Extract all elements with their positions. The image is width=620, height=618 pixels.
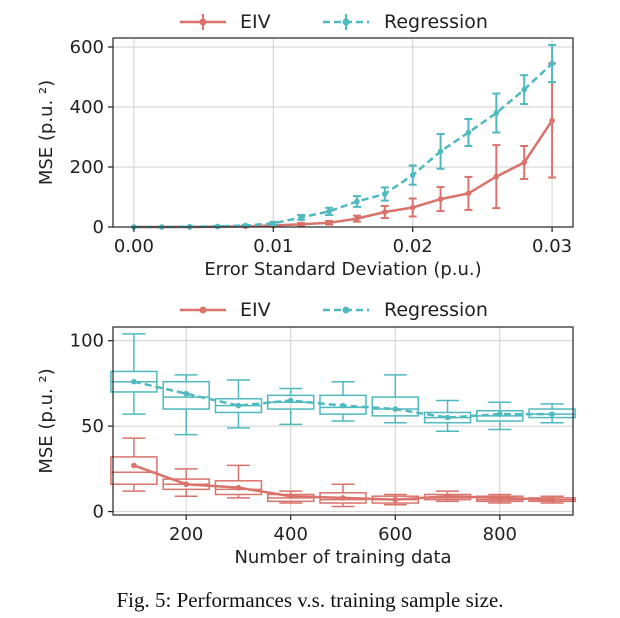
data-point — [298, 214, 304, 221]
data-point — [214, 223, 221, 230]
legend: EIV Regression — [180, 299, 488, 321]
x-tick-label: 0.00 — [114, 236, 154, 257]
series-regression — [131, 43, 557, 230]
data-point — [354, 215, 360, 222]
axes-frame — [112, 326, 574, 516]
chart-training-size: EIV Regression 200 400 600 800 0 50 100 Number… — [36, 299, 576, 568]
data-point — [521, 86, 528, 93]
box-iqr — [319, 394, 367, 415]
data-point — [409, 172, 416, 178]
plot-area — [131, 43, 557, 230]
x-tick-label: 0.02 — [393, 236, 433, 257]
y-tick-label: 0 — [93, 502, 104, 523]
data-point — [382, 191, 388, 197]
mean-point — [287, 397, 294, 404]
mean-point — [444, 414, 451, 421]
series-line — [133, 62, 553, 229]
mean-point — [183, 481, 189, 488]
y-axis-label: MSE (p.u. ²) — [36, 368, 57, 473]
mean-point — [444, 493, 451, 500]
box — [162, 374, 210, 436]
data-point — [493, 110, 500, 116]
legend-entry-regression: Regression — [323, 299, 488, 321]
box — [110, 333, 158, 415]
x-tick-label: 0.03 — [532, 236, 572, 257]
box-iqr — [214, 480, 263, 496]
mean-point — [287, 493, 294, 500]
mean-point — [392, 406, 399, 412]
y-tick-label: 100 — [70, 331, 104, 352]
mean-point — [392, 496, 399, 503]
data-point — [465, 190, 472, 197]
x-tick-label: 400 — [274, 524, 308, 545]
x-tick-label: 800 — [483, 524, 517, 545]
mean-point — [131, 378, 137, 385]
chart-error-std: EIV Regression 0.00 0.01 0.02 0.03 0 200 400 60… — [36, 11, 574, 280]
series-line — [133, 119, 554, 229]
mean-point — [497, 411, 503, 417]
y-tick-label: 50 — [81, 416, 104, 437]
mean-point — [131, 462, 137, 469]
data-point — [437, 196, 444, 202]
plot-area — [110, 333, 576, 508]
mean-point — [549, 496, 555, 503]
y-axis-label: MSE (p.u. ²) — [36, 80, 57, 185]
y-tick-label: 0 — [93, 217, 104, 238]
x-tick-label: 200 — [169, 524, 203, 545]
legend-label-eiv: EIV — [240, 11, 271, 33]
mean-point — [549, 411, 555, 417]
legend-label-eiv: EIV — [240, 299, 271, 321]
mean-point — [235, 484, 242, 491]
box-iqr — [110, 456, 158, 485]
box — [319, 380, 367, 422]
data-point — [521, 159, 528, 166]
x-axis-label: Number of training data — [234, 547, 451, 568]
series-eiv — [110, 437, 576, 508]
mean-point — [235, 402, 242, 409]
data-point — [549, 60, 555, 67]
legend-label-regression: Regression — [384, 299, 488, 321]
mean-point — [340, 495, 346, 501]
data-point — [382, 209, 388, 215]
x-tick-label: 600 — [378, 524, 412, 545]
data-point — [270, 220, 277, 227]
data-point — [298, 221, 304, 228]
box — [214, 464, 263, 499]
figure: EIV Regression 0.00 0.01 0.02 0.03 0 200 400 60… — [36, 11, 576, 568]
tick-labels: 200 400 600 800 0 50 100 — [70, 331, 517, 545]
data-point — [549, 117, 555, 124]
y-tick-label: 200 — [70, 157, 104, 178]
legend-entry-eiv: EIV — [180, 11, 271, 33]
legend: EIV Regression — [180, 11, 488, 33]
series-regression — [110, 333, 576, 436]
legend-entry-regression: Regression — [323, 11, 488, 33]
gridlines — [113, 38, 573, 228]
mean-point — [183, 390, 189, 397]
box-iqr — [371, 396, 420, 417]
data-point — [409, 204, 416, 211]
mean-point — [340, 402, 346, 409]
legend-entry-eiv: EIV — [180, 299, 271, 321]
legend-label-regression: Regression — [384, 11, 488, 33]
data-point — [354, 198, 360, 205]
box-iqr — [162, 380, 210, 410]
figure-caption: Fig. 5: Performances v.s. training sampl… — [116, 588, 504, 612]
data-point — [465, 129, 472, 136]
data-point — [326, 208, 332, 215]
box — [110, 437, 158, 492]
y-tick-label: 400 — [70, 97, 104, 118]
axes-frame — [112, 37, 574, 228]
y-tick-label: 600 — [70, 37, 104, 58]
data-point — [493, 173, 500, 180]
tick-labels: 0.00 0.01 0.02 0.03 0 200 400 600 — [70, 37, 572, 257]
mean-point — [497, 495, 503, 501]
data-point — [326, 220, 332, 226]
series-eiv — [131, 62, 557, 230]
x-tick-label: 0.01 — [253, 236, 293, 257]
x-axis-label: Error Standard Deviation (p.u.) — [204, 259, 481, 280]
data-point — [437, 148, 444, 155]
